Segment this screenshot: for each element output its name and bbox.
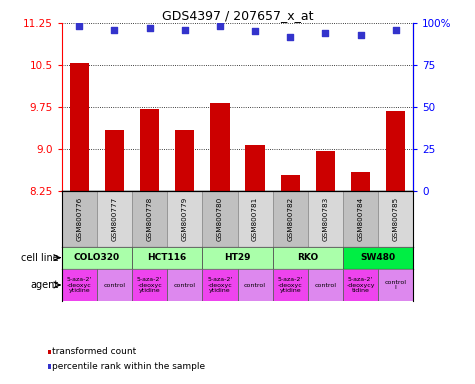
Bar — [202, 191, 238, 247]
Text: GSM800784: GSM800784 — [358, 197, 363, 241]
Text: GSM800783: GSM800783 — [323, 197, 328, 241]
Bar — [175, 130, 194, 191]
Text: GSM800780: GSM800780 — [217, 197, 223, 241]
Text: GSM800779: GSM800779 — [182, 197, 188, 241]
Bar — [273, 269, 308, 301]
Text: SW480: SW480 — [361, 253, 396, 262]
Bar — [70, 63, 89, 191]
Bar — [246, 145, 265, 191]
Bar — [281, 175, 300, 191]
Point — [111, 27, 118, 33]
Point — [181, 27, 189, 33]
Text: HT29: HT29 — [224, 253, 251, 262]
Bar — [273, 191, 308, 247]
Point — [286, 33, 294, 40]
Text: control
l: control l — [385, 280, 407, 290]
Text: transformed count: transformed count — [52, 347, 137, 356]
Bar — [378, 191, 413, 247]
Text: 5-aza-2'
-deoxycy
tidine: 5-aza-2' -deoxycy tidine — [346, 277, 375, 293]
Bar — [132, 191, 167, 247]
Text: 5-aza-2'
-deoxyc
ytidine: 5-aza-2' -deoxyc ytidine — [207, 277, 233, 293]
Bar — [132, 269, 167, 301]
Title: GDS4397 / 207657_x_at: GDS4397 / 207657_x_at — [162, 9, 313, 22]
Text: 5-aza-2'
-deoxyc
ytidine: 5-aza-2' -deoxyc ytidine — [277, 277, 303, 293]
Bar — [62, 269, 97, 301]
Bar — [351, 172, 370, 191]
Text: RKO: RKO — [297, 253, 318, 262]
Bar — [273, 247, 343, 269]
Bar — [308, 269, 343, 301]
Bar — [343, 191, 378, 247]
Point — [322, 30, 329, 36]
Bar — [238, 191, 273, 247]
Bar — [378, 269, 413, 301]
Text: GSM800777: GSM800777 — [112, 197, 117, 241]
Bar — [140, 109, 159, 191]
Text: control: control — [314, 283, 336, 288]
Text: control: control — [244, 283, 266, 288]
Point — [251, 28, 259, 35]
Bar — [62, 247, 132, 269]
Text: HCT116: HCT116 — [148, 253, 187, 262]
Text: cell line: cell line — [21, 253, 59, 263]
Point — [392, 27, 399, 33]
Bar — [308, 191, 343, 247]
Text: agent: agent — [31, 280, 59, 290]
Bar — [316, 151, 335, 191]
Bar — [167, 191, 202, 247]
Bar — [343, 269, 378, 301]
Bar — [105, 130, 124, 191]
Text: GSM800781: GSM800781 — [252, 197, 258, 241]
Point — [76, 23, 83, 30]
Bar — [97, 191, 132, 247]
Bar — [202, 247, 273, 269]
Bar — [386, 111, 405, 191]
Bar — [132, 247, 202, 269]
Bar — [238, 269, 273, 301]
Point — [216, 23, 224, 30]
Text: GSM800785: GSM800785 — [393, 197, 399, 241]
Bar — [210, 103, 229, 191]
Text: control: control — [104, 283, 125, 288]
Bar — [202, 269, 238, 301]
Text: COLO320: COLO320 — [74, 253, 120, 262]
Bar — [167, 269, 202, 301]
Text: control: control — [174, 283, 196, 288]
Text: 5-aza-2'
-deoxyc
ytidine: 5-aza-2' -deoxyc ytidine — [66, 277, 92, 293]
Bar — [97, 269, 132, 301]
Bar — [62, 191, 97, 247]
Text: 5-aza-2'
-deoxyc
ytidine: 5-aza-2' -deoxyc ytidine — [137, 277, 162, 293]
Point — [146, 25, 153, 31]
Bar — [343, 247, 413, 269]
Point — [357, 32, 364, 38]
Text: GSM800782: GSM800782 — [287, 197, 293, 241]
Text: GSM800776: GSM800776 — [76, 197, 82, 241]
Text: percentile rank within the sample: percentile rank within the sample — [52, 362, 206, 371]
Text: GSM800778: GSM800778 — [147, 197, 152, 241]
